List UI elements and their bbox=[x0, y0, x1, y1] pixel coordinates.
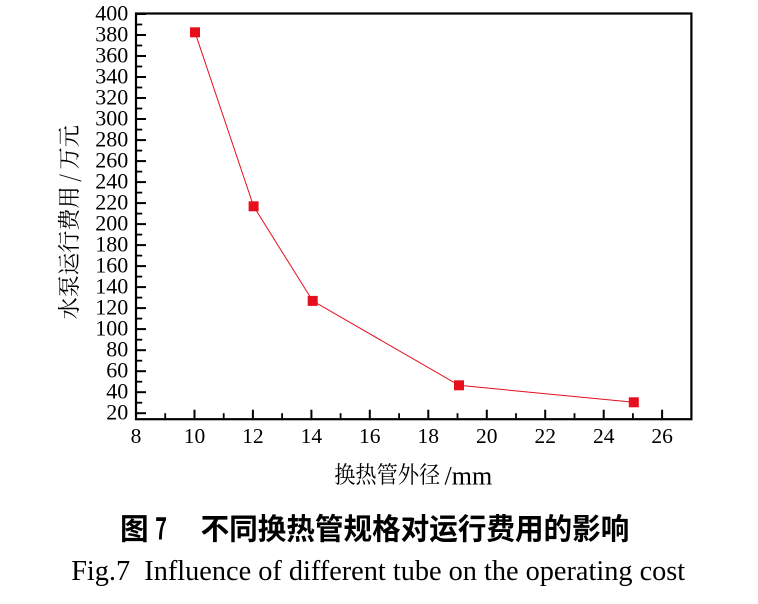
svg-text:80: 80 bbox=[106, 337, 128, 362]
svg-text:200: 200 bbox=[95, 211, 128, 236]
svg-text:Fig.7 Influence of different: Fig.7 Influence of different tube on the… bbox=[71, 556, 685, 587]
svg-text:20: 20 bbox=[106, 400, 128, 425]
svg-text:120: 120 bbox=[95, 295, 128, 320]
svg-text:18: 18 bbox=[418, 424, 440, 448]
svg-text:/mm: /mm bbox=[445, 461, 493, 490]
svg-text:14: 14 bbox=[301, 424, 323, 448]
svg-text:240: 240 bbox=[95, 169, 128, 194]
svg-text:20: 20 bbox=[476, 424, 498, 448]
svg-text:340: 340 bbox=[95, 64, 128, 89]
svg-text:360: 360 bbox=[95, 43, 128, 68]
svg-text:24: 24 bbox=[593, 424, 615, 448]
svg-text:400: 400 bbox=[95, 1, 128, 26]
svg-text:300: 300 bbox=[95, 106, 128, 131]
svg-text:12: 12 bbox=[242, 424, 264, 448]
svg-text:280: 280 bbox=[95, 127, 128, 152]
svg-text:100: 100 bbox=[95, 316, 128, 341]
svg-text:380: 380 bbox=[95, 22, 128, 47]
svg-text:8: 8 bbox=[131, 424, 142, 448]
svg-text:40: 40 bbox=[106, 379, 128, 404]
svg-text:140: 140 bbox=[95, 274, 128, 299]
svg-text:320: 320 bbox=[95, 85, 128, 110]
svg-text:16: 16 bbox=[359, 424, 381, 448]
svg-text:160: 160 bbox=[95, 253, 128, 278]
svg-text:10: 10 bbox=[184, 424, 206, 448]
svg-text:220: 220 bbox=[95, 190, 128, 215]
svg-text:26: 26 bbox=[651, 424, 673, 448]
svg-text:180: 180 bbox=[95, 232, 128, 257]
svg-text:22: 22 bbox=[534, 424, 556, 448]
svg-text:260: 260 bbox=[95, 148, 128, 173]
svg-text:60: 60 bbox=[106, 358, 128, 383]
